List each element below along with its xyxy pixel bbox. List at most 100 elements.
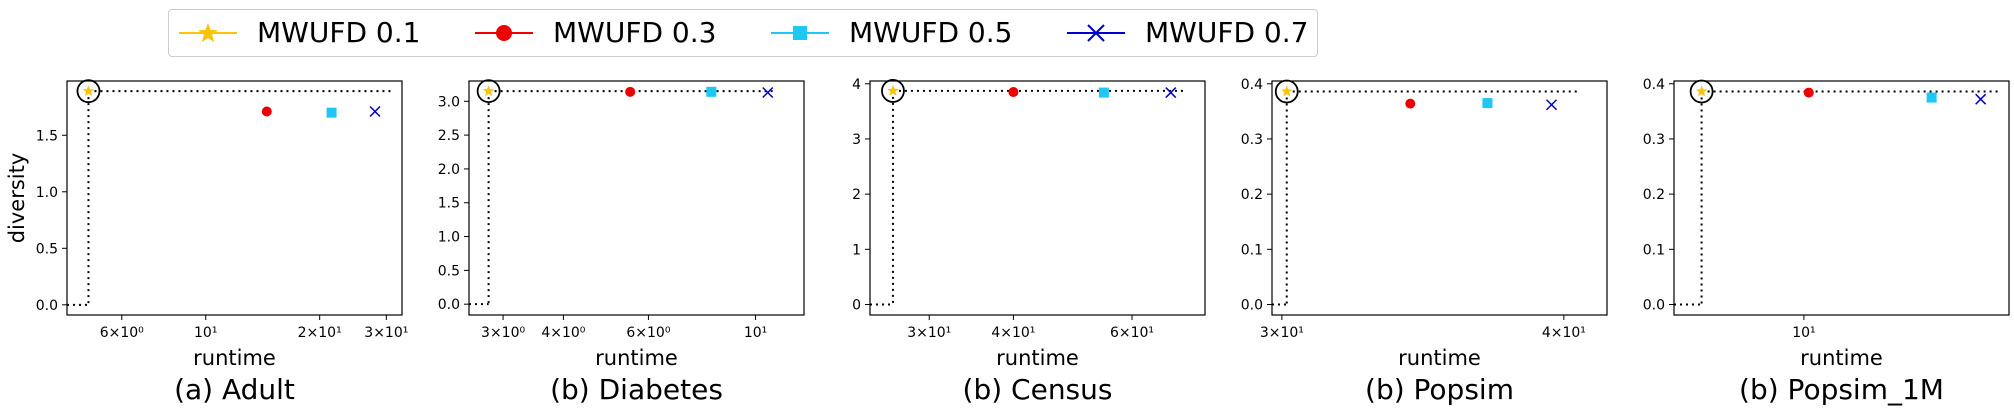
data-point-star — [887, 84, 899, 96]
x-tick-label: 6×10⁰ — [626, 325, 670, 341]
x-tick-label: 10¹ — [744, 325, 767, 341]
y-tick-label: 0.1 — [1643, 242, 1665, 258]
y-tick-label: 0.3 — [1241, 132, 1263, 148]
x-stroke — [369, 105, 381, 118]
y-tick-label: 3.0 — [438, 94, 460, 110]
chart-title: (a) Adult — [174, 373, 295, 406]
y-tick-label: 1.0 — [438, 230, 460, 246]
chart-panel-2: 0.0 0.5 1.0 1.5 2.0 2.5 3.0 3×10⁰ 4×10⁰ 6×10⁰ 10¹ r… — [438, 79, 805, 406]
chart-title: (b) Popsim — [1365, 373, 1514, 406]
y-tick-label: 2.5 — [438, 128, 460, 144]
data-point-circle — [261, 106, 272, 117]
y-tick-label: 1.0 — [36, 185, 58, 201]
data-point-square — [706, 86, 717, 97]
y-tick-label: 0.0 — [438, 297, 460, 313]
x-stroke — [1545, 99, 1558, 111]
ideal-point-highlight-circle — [881, 79, 905, 103]
x-tick-label: 4×10⁰ — [541, 325, 585, 341]
y-tick-label: 1.5 — [438, 196, 460, 212]
circle-marker-icon — [496, 25, 512, 41]
y-tick-label: 1 — [852, 242, 861, 258]
y-tick-label: 0.2 — [1241, 187, 1263, 203]
x-tick-label: 10¹ — [194, 325, 217, 341]
chart-title: (b) Diabetes — [550, 373, 723, 406]
data-point-star — [82, 85, 95, 96]
y-tick-label: 0.5 — [36, 241, 58, 257]
x-tick-label: 3×10¹ — [907, 325, 951, 341]
plot-frame — [66, 80, 403, 316]
data-point-star — [1281, 85, 1293, 97]
ideal-point-highlight-circle — [76, 79, 101, 104]
x-tick-label: 3×10⁰ — [481, 325, 525, 341]
chart-panel-4: 0.0 0.1 0.2 0.3 0.4 3×10¹ 4×10¹ runtime (b) Pops… — [1241, 77, 1608, 406]
data-point-x — [1545, 99, 1558, 111]
y-tick-label: 3 — [852, 132, 861, 148]
x-axis-label: runtime — [1800, 346, 1883, 370]
data-point-x — [369, 105, 381, 118]
x-stroke — [1165, 87, 1177, 99]
legend-label: MWUFD 0.7 — [1145, 16, 1309, 49]
y-tick-label: 0.0 — [36, 298, 58, 314]
plot-frame — [1673, 80, 2010, 316]
plot-frame — [869, 80, 1206, 316]
data-point-square — [326, 107, 337, 118]
y-tick-label: 0 — [852, 298, 861, 314]
x-tick-label: 6×10¹ — [1110, 325, 1154, 341]
data-point-x — [1165, 87, 1177, 99]
y-axis-label: diversity — [5, 153, 29, 244]
x-axis-label: runtime — [1398, 346, 1481, 370]
x-axis-label: runtime — [996, 346, 1079, 370]
x-tick-label: 4×10¹ — [991, 325, 1035, 341]
legend-entry-mwufd-0-5: MWUFD 0.5 — [761, 10, 1041, 56]
data-point-circle — [1008, 87, 1019, 98]
y-tick-label: 0.0 — [1241, 298, 1263, 314]
ideal-point-highlight-circle — [476, 79, 501, 104]
legend-entry-mwufd-0-3: MWUFD 0.3 — [465, 10, 745, 56]
data-point-x — [1975, 93, 1987, 105]
data-point-x — [762, 86, 774, 99]
legend-label: MWUFD 0.3 — [553, 16, 717, 49]
plot-frame — [468, 80, 805, 316]
data-point-square — [1482, 98, 1493, 109]
x-tick-label: 4×10¹ — [1542, 325, 1586, 341]
chart-panel-3: 0 1 2 3 4 3×10¹ 4×10¹ 6×10¹ runtime (b) Census — [852, 77, 1206, 406]
x-tick-label: 3×10¹ — [1260, 325, 1304, 341]
y-tick-label: 1.5 — [36, 128, 58, 144]
data-point-square — [1926, 92, 1937, 103]
chart-title: (b) Census — [963, 373, 1113, 406]
chart-panel-5: 0.0 0.1 0.2 0.3 0.4 10¹ runtime (b) Popsim_1M — [1643, 77, 2010, 406]
ideal-point-highlight-circle — [1274, 79, 1299, 104]
y-tick-label: 0.4 — [1643, 77, 1665, 93]
data-point-square — [1098, 87, 1109, 98]
y-tick-label: 4 — [852, 77, 861, 93]
data-point-star — [1695, 85, 1708, 97]
y-tick-label: 0.1 — [1241, 242, 1263, 258]
x-axis-label: runtime — [193, 346, 276, 370]
star-marker-icon — [198, 23, 218, 43]
chart-panel-1: 0.0 0.5 1.0 1.5 6×10⁰ 10¹ 2×10¹ 3×10¹ runtime div… — [5, 79, 408, 406]
y-tick-label: 2.0 — [438, 162, 460, 178]
legend-label: MWUFD 0.5 — [849, 16, 1013, 49]
y-tick-label: 0.3 — [1643, 132, 1665, 148]
x-stroke — [762, 86, 774, 99]
x-axis-label: runtime — [595, 346, 678, 370]
plot-frame — [1271, 80, 1608, 316]
x-tick-label: 6×10⁰ — [100, 325, 144, 341]
chart-title: (b) Popsim_1M — [1739, 373, 1944, 406]
x-tick-label: 2×10¹ — [298, 325, 342, 341]
y-tick-label: 0.2 — [1643, 187, 1665, 203]
y-tick-label: 0.5 — [438, 263, 460, 279]
x-stroke — [1975, 93, 1987, 105]
x-tick-label: 3×10¹ — [364, 325, 408, 341]
legend: MWUFD 0.1 MWUFD 0.3 MWUFD 0.5 MWUFD 0.7 — [168, 9, 1318, 57]
legend-entry-mwufd-0-7: MWUFD 0.7 — [1057, 10, 1317, 56]
ideal-point-highlight-circle — [1689, 79, 1714, 104]
data-point-circle — [1405, 98, 1416, 109]
y-tick-label: 2 — [852, 187, 861, 203]
legend-label: MWUFD 0.1 — [257, 16, 421, 49]
y-tick-label: 0.0 — [1643, 298, 1665, 314]
y-tick-label: 0.4 — [1241, 77, 1263, 93]
data-point-circle — [625, 86, 636, 97]
x-tick-label: 10¹ — [1792, 325, 1815, 341]
